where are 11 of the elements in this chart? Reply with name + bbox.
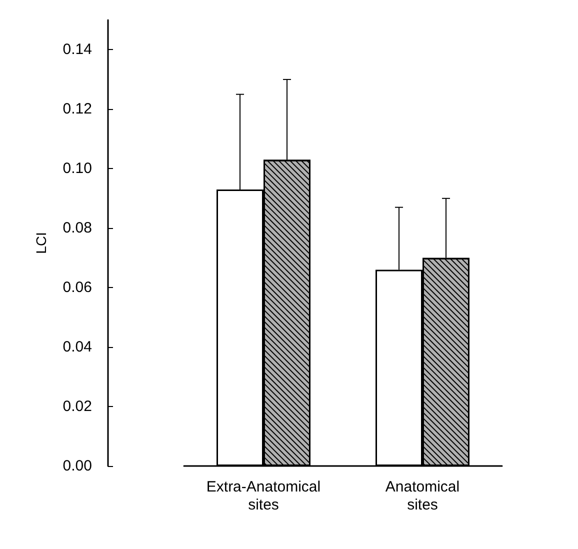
y-tick-label: 0.04 xyxy=(62,338,92,356)
x-tick-label: Extra-Anatomical sites xyxy=(206,478,321,514)
y-tick-label: 0.06 xyxy=(62,279,92,296)
y-tick-label: 0.02 xyxy=(62,398,92,416)
y-tick-label: 0.14 xyxy=(62,41,92,58)
y-tick-label: 0.12 xyxy=(62,100,92,118)
x-tick-label: Anatomical sites xyxy=(385,478,460,514)
y-axis-title: LCI xyxy=(33,232,49,254)
y-tick-label: 0.00 xyxy=(62,458,92,474)
y-tick-label: 0.10 xyxy=(62,160,92,178)
y-tick-label: 0.08 xyxy=(62,220,92,237)
